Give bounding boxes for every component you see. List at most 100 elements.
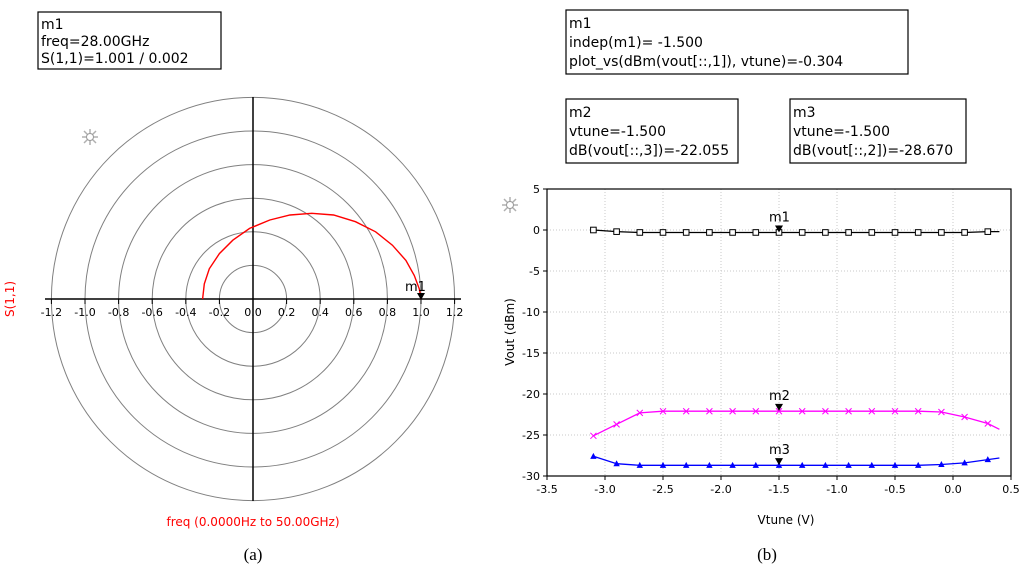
vout-ytick-label: 0 — [533, 224, 540, 237]
smith-tick-label: 1.2 — [446, 306, 464, 319]
vout-point — [798, 407, 806, 415]
readout-m2-line-3: dB(vout[::,3])=-22.055 — [569, 143, 729, 159]
vout-point — [845, 461, 852, 468]
vout-point — [775, 407, 783, 415]
vout-marker-label-m2: m2 — [769, 389, 790, 404]
readout-m3[interactable]: m3 vtune=-1.500 dB(vout[::,2])=-28.670 — [789, 98, 967, 164]
vout-point — [822, 229, 829, 236]
vout-ytick-label: -15 — [522, 347, 540, 360]
smith-tick-label: -0.6 — [141, 306, 162, 319]
readout-m2-line-1: m2 — [569, 105, 592, 121]
vout-xtick-label: -0.5 — [884, 483, 905, 496]
vout-point — [868, 407, 876, 415]
vout-series — [590, 226, 1000, 468]
vout-chart: m1 indep(m1)= -1.500 plot_vs(dBm(vout[::… — [502, 9, 1020, 564]
readout-m3-line-2: vtune=-1.500 — [793, 124, 890, 140]
sun-icon[interactable] — [82, 129, 98, 145]
vout-xtick-label: -3.5 — [536, 483, 557, 496]
vout-point — [590, 226, 597, 234]
smith-tick-label: 0.6 — [345, 306, 363, 319]
vout-point — [729, 407, 736, 415]
caption-b: (b) — [757, 545, 777, 564]
vout-point — [891, 407, 899, 415]
smith-tick-label: 0.2 — [278, 306, 296, 319]
vout-x-label: Vtune (V) — [758, 513, 815, 527]
vout-ytick-label: -20 — [522, 388, 540, 401]
smith-marker-readout[interactable]: m1 freq=28.00GHz S(1,1)=1.001 / 0.002 — [37, 11, 222, 70]
smith-tick-label: -0.4 — [175, 306, 196, 319]
vout-ytick-label: 5 — [533, 183, 540, 196]
smith-tick-label: -0.8 — [108, 306, 129, 319]
vout-marker-triangle-m2[interactable] — [775, 403, 783, 411]
vout-point — [752, 229, 760, 236]
vout-xtick-label: -2.5 — [652, 483, 673, 496]
readout-m1-line-2: indep(m1)= -1.500 — [569, 35, 703, 51]
vout-point — [729, 229, 736, 236]
vout-ytick-label: -30 — [522, 470, 540, 483]
vout-xtick-label: -1.0 — [826, 483, 847, 496]
vout-xtick-label: 0.0 — [944, 483, 962, 496]
vout-point — [915, 461, 922, 468]
vout-point — [938, 229, 945, 236]
sun-icon[interactable] — [502, 197, 518, 213]
vout-point — [891, 229, 899, 236]
vout-point — [752, 461, 759, 468]
vout-point — [659, 229, 667, 236]
vout-point — [938, 461, 945, 468]
vout-marker-triangle-m1[interactable] — [775, 225, 783, 233]
smith-s11-trace[interactable] — [201, 212, 422, 300]
vout-xtick-label: 0.5 — [1002, 483, 1020, 496]
vout-ytick-label: -10 — [522, 306, 540, 319]
readout-m1[interactable]: m1 indep(m1)= -1.500 plot_vs(dBm(vout[::… — [565, 9, 909, 75]
smith-marker-m1[interactable]: m1 — [405, 280, 426, 300]
readout-m1-line-1: m1 — [569, 16, 592, 32]
vout-xtick-label: -3.0 — [594, 483, 615, 496]
vout-point — [706, 229, 713, 236]
vout-point — [590, 452, 597, 459]
smith-readout-line-1: m1 — [41, 17, 64, 33]
smith-tick-label: 0.0 — [244, 306, 262, 319]
smith-tick-labels: -1.2 -1.0 -0.8 -0.6 -0.4 -0.2 0.0 0.2 0.4 0.6 0.8 1… — [41, 299, 464, 319]
readout-m1-box — [565, 9, 909, 75]
vout-point — [682, 407, 690, 415]
vout-point — [590, 432, 597, 440]
vout-point — [659, 407, 667, 415]
vout-point — [613, 460, 620, 467]
vout-point — [613, 228, 620, 235]
smith-tick-label: -0.2 — [209, 306, 230, 319]
vout-point — [752, 407, 760, 415]
vout-series-line-2[interactable] — [593, 455, 1000, 466]
vout-point — [636, 229, 644, 236]
vout-point — [822, 461, 829, 468]
readout-m3-line-1: m3 — [793, 105, 816, 121]
vout-point — [845, 407, 852, 415]
smith-readout-line-2: freq=28.00GHz — [41, 34, 149, 50]
smith-tick-label: -1.0 — [74, 306, 95, 319]
vout-point — [984, 420, 992, 427]
vout-point — [845, 229, 852, 236]
vout-point — [682, 229, 690, 236]
readout-m2-box — [565, 98, 739, 164]
vout-point — [798, 229, 806, 236]
readout-m2[interactable]: m2 vtune=-1.500 dB(vout[::,3])=-22.055 — [565, 98, 739, 164]
vout-marker-triangle-m3[interactable] — [775, 458, 783, 466]
vout-point — [729, 461, 736, 468]
vout-point — [683, 461, 690, 468]
vout-point — [636, 409, 644, 417]
vout-point — [891, 461, 899, 468]
vout-xtick-label: -2.0 — [710, 483, 731, 496]
vout-point — [868, 229, 876, 236]
vout-point — [636, 461, 643, 468]
readout-m1-line-3: plot_vs(dBm(vout[::,1]), vtune)=-0.304 — [569, 54, 843, 70]
vout-ytick-label: -25 — [522, 429, 540, 442]
vout-point — [822, 407, 829, 415]
vout-point — [938, 408, 945, 416]
smith-y-label: S(1,1) — [3, 281, 17, 317]
vout-tick-labels: -3.5 -3.0 -2.5 -2.0 -1.5 -1.0 -0.5 0.0 0.5 5 0 -5 -1… — [522, 183, 1020, 496]
smith-tick-label: -1.2 — [41, 306, 62, 319]
vout-point — [799, 461, 806, 468]
smith-chart: m1 freq=28.00GHz S(1,1)=1.001 / 0.002 -1… — [3, 11, 464, 564]
vout-xtick-label: -1.5 — [768, 483, 789, 496]
readout-m2-line-2: vtune=-1.500 — [569, 124, 666, 140]
